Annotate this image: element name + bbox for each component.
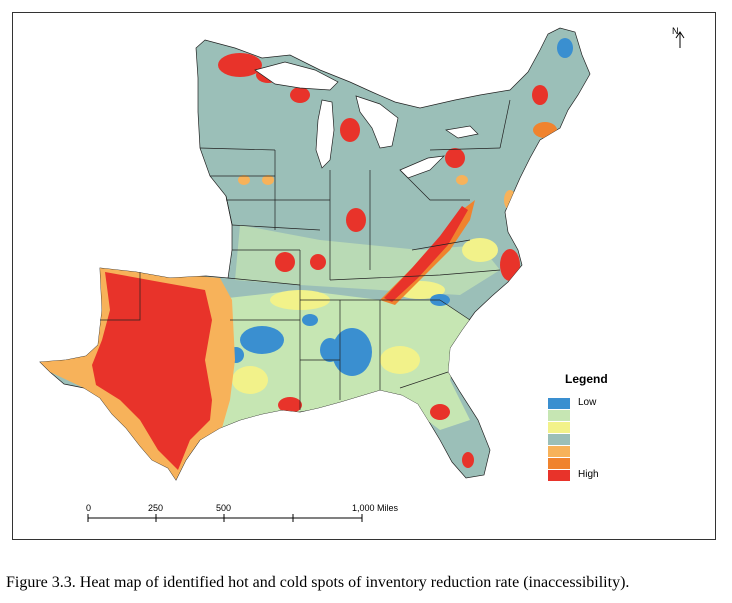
north-arrow-label: N bbox=[672, 26, 679, 36]
legend-swatch bbox=[548, 470, 570, 481]
legend-title: Legend bbox=[565, 372, 608, 386]
cold-spot bbox=[302, 314, 318, 326]
figure-caption: Figure 3.3. Heat map of identified hot a… bbox=[6, 574, 630, 591]
legend-swatch bbox=[548, 434, 570, 445]
hot-spot bbox=[275, 252, 295, 272]
scale-label-250: 250 bbox=[148, 503, 164, 513]
state-boundaries bbox=[100, 99, 511, 410]
legend-swatch bbox=[548, 458, 570, 469]
cold-spot bbox=[240, 326, 284, 354]
lake-michigan bbox=[315, 99, 335, 169]
hot-spot bbox=[533, 122, 557, 138]
north-arrow-icon bbox=[675, 31, 685, 48]
hot-spot bbox=[462, 452, 474, 468]
hot-spot bbox=[278, 397, 302, 413]
hot-spot bbox=[430, 404, 450, 420]
legend-label: Low bbox=[578, 397, 597, 408]
cold-spot bbox=[232, 366, 268, 394]
legend-swatch bbox=[548, 446, 570, 457]
legend-swatch bbox=[548, 398, 570, 409]
hot-spot bbox=[310, 254, 326, 270]
legend-swatch bbox=[548, 410, 570, 421]
lake-huron bbox=[355, 95, 399, 149]
cold-spot bbox=[320, 338, 340, 362]
hot-spot bbox=[532, 85, 548, 105]
scale-label-500: 500 bbox=[216, 503, 232, 513]
scale-bar bbox=[87, 514, 363, 522]
hot-spot bbox=[262, 175, 274, 185]
cold-spot bbox=[462, 238, 498, 262]
cold-spot bbox=[332, 328, 372, 376]
hot-spot bbox=[500, 249, 520, 281]
hot-spot bbox=[504, 190, 516, 210]
hot-spot bbox=[290, 87, 310, 103]
hot-spot bbox=[445, 148, 465, 168]
hot-spot bbox=[456, 175, 468, 185]
lake-superior bbox=[254, 61, 339, 91]
hot-spot bbox=[218, 53, 262, 77]
cold-spot bbox=[557, 38, 573, 58]
appalachian-hot-core bbox=[384, 206, 468, 302]
legend-swatch bbox=[548, 422, 570, 433]
hot-spot bbox=[238, 175, 250, 185]
lake-ontario bbox=[445, 125, 479, 139]
scale-label-0: 0 bbox=[86, 503, 92, 513]
cold-spot bbox=[380, 346, 420, 374]
texas-hot-core bbox=[92, 272, 212, 470]
scale-label-1000: 1,000 Miles bbox=[352, 503, 399, 513]
hot-spot bbox=[346, 208, 366, 232]
legend-label: High bbox=[578, 469, 599, 480]
hot-spot bbox=[340, 118, 360, 142]
midwest-light-zone bbox=[235, 225, 500, 295]
